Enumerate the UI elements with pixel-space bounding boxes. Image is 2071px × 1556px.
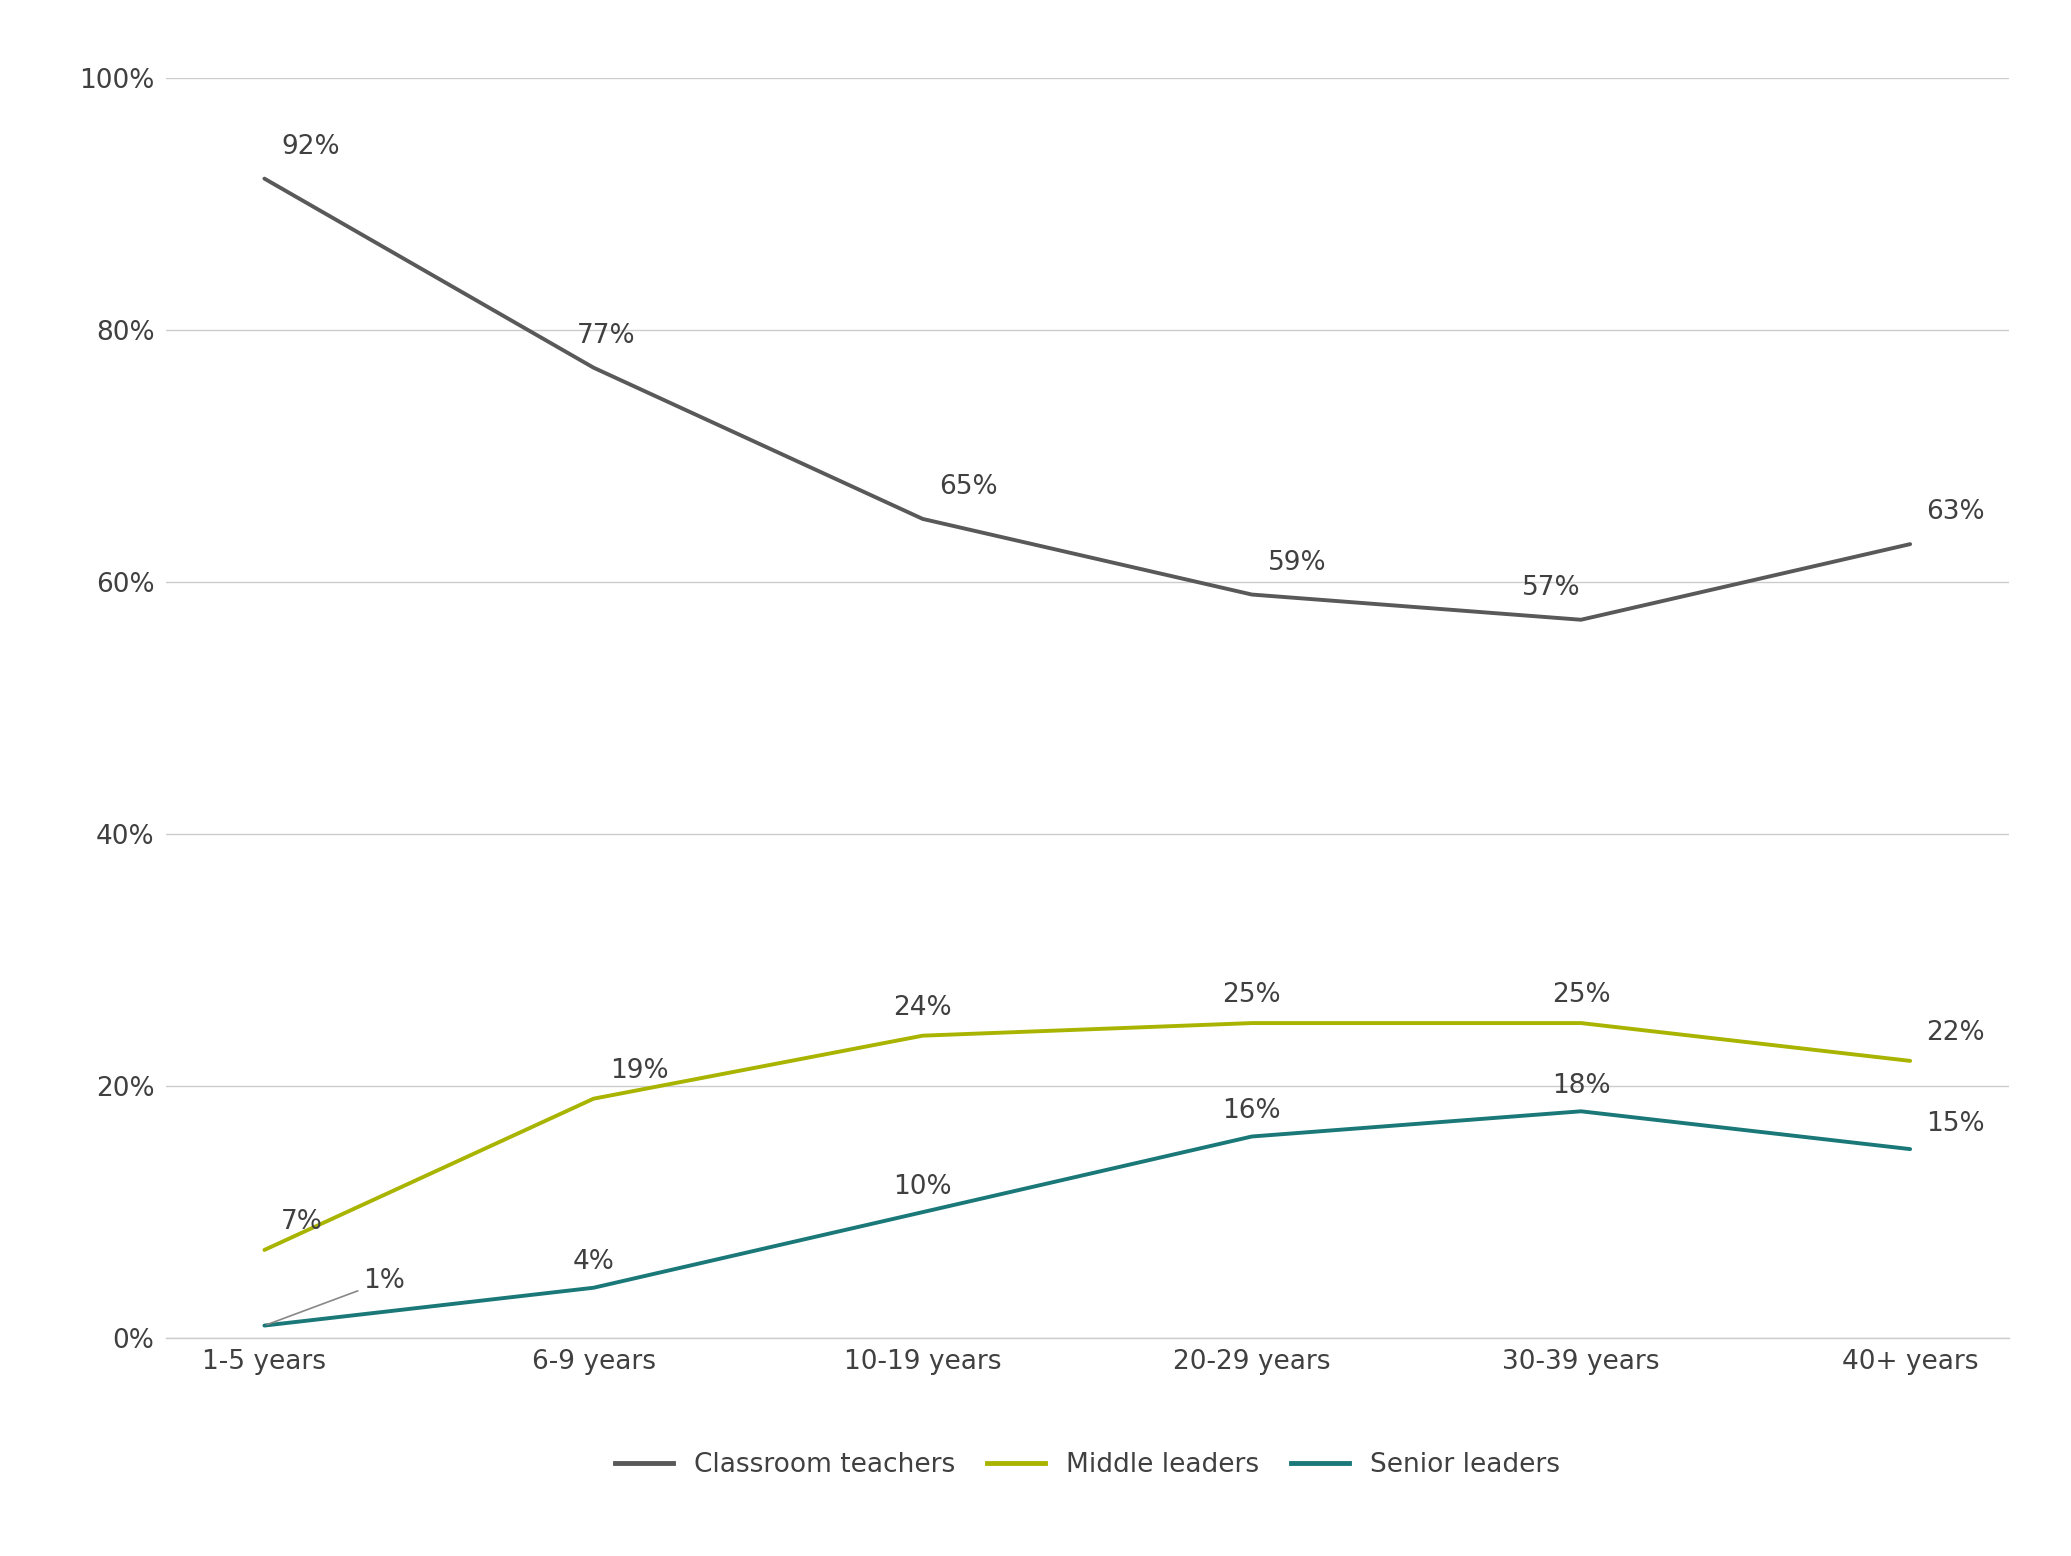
Legend: Classroom teachers, Middle leaders, Senior leaders: Classroom teachers, Middle leaders, Seni… — [605, 1442, 1570, 1489]
Text: 22%: 22% — [1926, 1019, 1986, 1046]
Text: 92%: 92% — [282, 134, 340, 160]
Text: 15%: 15% — [1926, 1111, 1986, 1136]
Text: 59%: 59% — [1267, 549, 1328, 576]
Text: 63%: 63% — [1926, 499, 1986, 526]
Text: 24%: 24% — [893, 994, 953, 1021]
Text: 57%: 57% — [1522, 574, 1580, 601]
Text: 7%: 7% — [282, 1209, 323, 1235]
Text: 25%: 25% — [1551, 982, 1611, 1008]
Text: 1%: 1% — [267, 1268, 406, 1324]
Text: 10%: 10% — [893, 1173, 953, 1200]
Text: 19%: 19% — [611, 1058, 669, 1083]
Text: 25%: 25% — [1222, 982, 1282, 1008]
Text: 77%: 77% — [578, 322, 636, 349]
Text: 18%: 18% — [1551, 1072, 1611, 1099]
Text: 4%: 4% — [572, 1249, 615, 1276]
Text: 16%: 16% — [1222, 1099, 1282, 1123]
Text: 65%: 65% — [938, 475, 998, 499]
